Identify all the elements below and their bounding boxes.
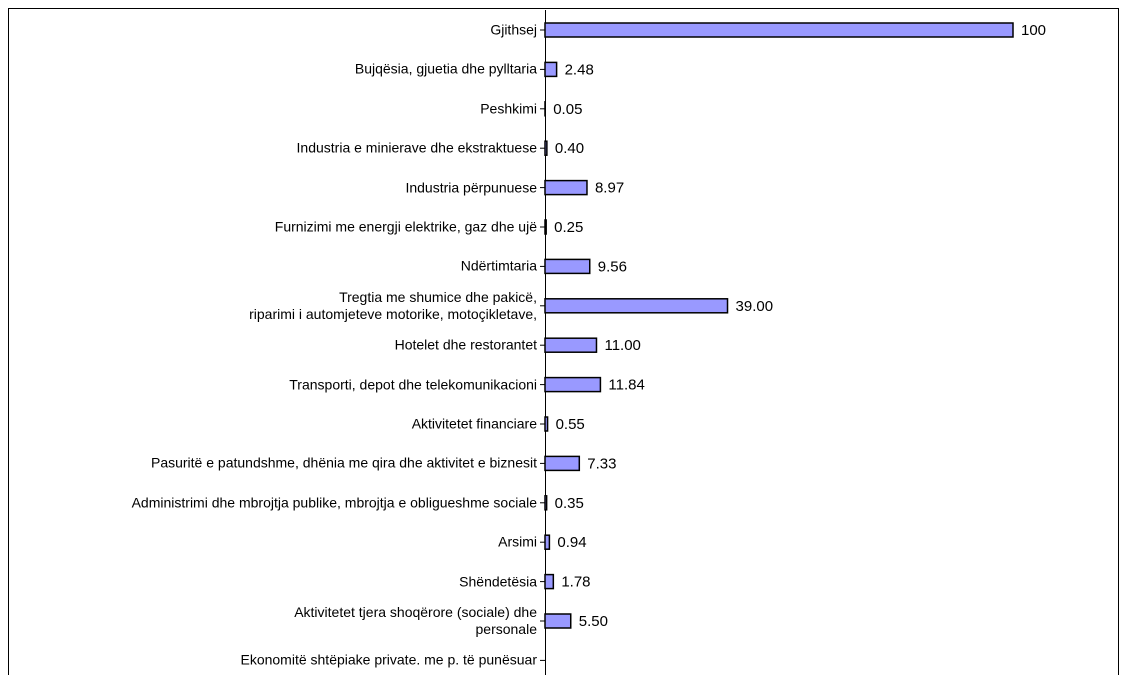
value-label: 0.05 [553,101,582,118]
value-label: 100 [1021,22,1046,39]
bar [544,179,588,196]
category-label: Ekonomitë shtëpiake private. me p. të pu… [240,651,537,668]
bar [544,455,581,472]
bar [544,298,729,314]
value-label: 0.25 [554,219,583,236]
category-label: Shëndetësia [459,573,537,590]
category-label: Aktivitetet tjera shoqërore (sociale) dh… [294,604,537,637]
category-label: Industria përpunuese [405,179,537,196]
value-label: 2.48 [565,61,594,78]
category-label: Tregtia me shumice dhe pakicë, riparimi … [249,288,537,322]
bar [544,140,548,156]
bar [544,416,549,432]
category-label: Bujqësia, gjuetia dhe pylltaria [354,60,537,77]
value-label: 7.33 [587,455,616,472]
category-label: Gjithsej [490,21,537,38]
category-label: Furnizimi me energji elektrike, gaz dhe … [274,218,537,235]
category-label: Industria e minierave dhe ekstraktuese [296,139,537,156]
bar [544,613,572,629]
category-label: Transporti, depot dhe telekomunikacioni [289,376,537,393]
frame [8,8,1119,675]
value-label: 5.50 [579,613,608,630]
category-label: Administrimi dhe mbrojtja publike, mbroj… [131,494,537,511]
bar [544,258,591,275]
bar [544,22,1014,38]
category-label: Aktivitetet financiare [411,415,537,432]
value-label: 11.00 [604,337,640,354]
category-label: Peshkimi [480,100,537,117]
category-label: Ndërtimtaria [460,257,537,274]
value-label: 0.35 [555,495,584,512]
bar [544,219,547,235]
bar [544,534,551,550]
value-label: 9.56 [598,258,627,275]
category-label: Pasuritë e patundshme, dhënia me qira dh… [150,454,537,471]
bar [544,61,558,78]
category-label: Arsimi [498,533,537,550]
value-label: 0.55 [556,416,585,433]
value-label: 8.97 [595,180,624,197]
value-label: 1.78 [561,574,590,591]
value-label: 0.40 [555,140,584,157]
value-label: 0.94 [557,534,586,551]
value-label: 39.00 [736,298,774,315]
category-label: Hotelet dhe restorantet [394,336,537,353]
bar [544,573,555,590]
bar [544,337,598,353]
bar [544,495,548,511]
value-label: 11.84 [608,377,644,394]
bar [544,376,602,393]
